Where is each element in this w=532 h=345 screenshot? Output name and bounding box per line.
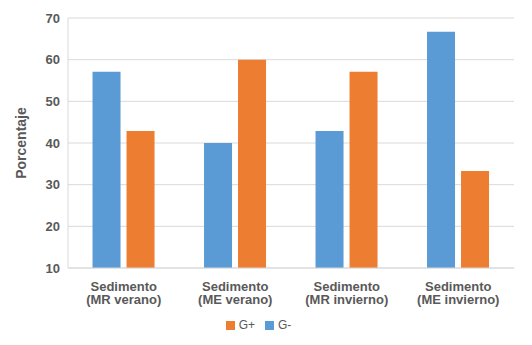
svg-text:40: 40 bbox=[46, 136, 60, 151]
svg-text:Sedimento(MR verano): Sedimento(MR verano) bbox=[86, 279, 161, 307]
svg-text:20: 20 bbox=[46, 219, 60, 234]
svg-text:Sedimento(MR invierno): Sedimento(MR invierno) bbox=[305, 279, 388, 307]
svg-text:50: 50 bbox=[46, 94, 60, 109]
svg-text:Porcentaje: Porcentaje bbox=[13, 107, 29, 179]
html-text:G+: G+ bbox=[238, 318, 255, 332]
svg-text:Sedimento(ME verano): Sedimento(ME verano) bbox=[198, 279, 272, 307]
svg-text:30: 30 bbox=[46, 177, 60, 192]
html-text:G-: G- bbox=[278, 318, 292, 332]
svg-text:60: 60 bbox=[46, 52, 60, 67]
svg-text:70: 70 bbox=[46, 11, 60, 26]
svg-text:10: 10 bbox=[46, 261, 60, 276]
svg-text:Sedimento(ME invierno): Sedimento(ME invierno) bbox=[417, 279, 499, 307]
